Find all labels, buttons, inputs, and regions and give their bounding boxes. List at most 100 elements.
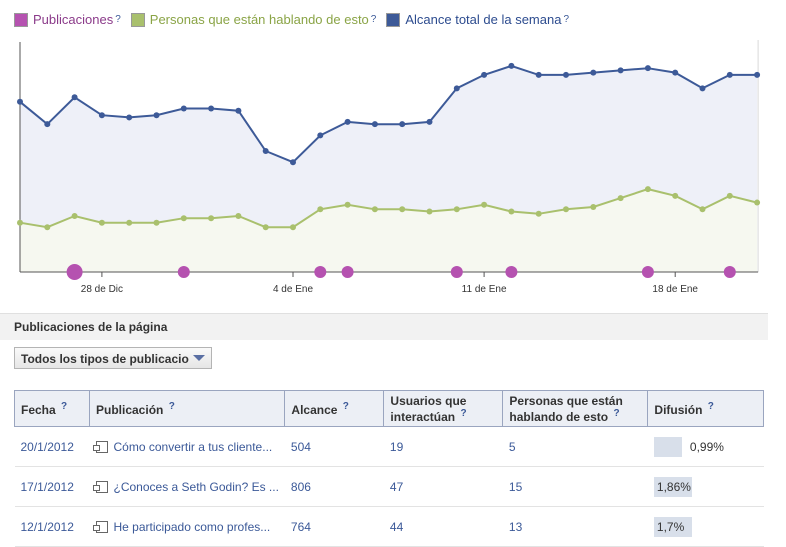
x-tick-label: 28 de Dic [81,284,123,295]
help-icon[interactable]: ? [707,400,714,412]
col-header-virality[interactable]: Difusión ? [647,390,764,427]
reach-point [98,112,105,119]
talking-point [754,199,761,206]
row-engaged[interactable]: 44 [383,506,503,547]
post-marker [314,266,327,278]
post-link[interactable]: ¿Conoces a Seth Godin? Es ... [113,479,279,494]
reach-point [262,148,269,155]
talking-point [262,224,269,231]
talking-point [17,219,23,226]
col-header-label: Alcance [291,402,338,417]
legend-item-posts[interactable]: Publicaciones ? [14,12,121,27]
reach-point [481,71,488,78]
col-header-engaged[interactable]: Usuarios que interactúan ? [383,390,504,427]
talking-point [481,201,488,208]
row-post[interactable]: He participado como profes... [89,506,285,547]
talking-point [563,206,569,213]
reach-point [644,65,651,72]
help-icon[interactable]: ? [168,400,175,412]
help-icon[interactable]: ? [460,407,467,419]
talking-point [644,186,651,193]
talking-line [19,188,758,229]
talking-point [426,208,433,215]
col-header-date[interactable]: Fecha ? [14,390,90,427]
row-reach: 806 [284,466,384,507]
table-header-row: Fecha ? Publicación ? Alcance ? Usuarios… [14,390,764,427]
col-header-talking[interactable]: Personas que están hablando de esto ? [502,390,649,427]
section-header: Publicaciones de la página [0,313,768,340]
post-link[interactable]: He participado como profes... [113,519,271,534]
reach-point [508,62,515,69]
reach-point [71,94,78,101]
x-tick-label: 18 de Ene [652,284,698,295]
talking-point [290,224,296,231]
row-post[interactable]: Cómo convertir a tus cliente... [89,426,285,467]
post-link[interactable]: Cómo convertir a tus cliente... [113,439,273,454]
row-virality: 1,7% [647,506,764,547]
help-icon[interactable]: ? [370,14,377,25]
post-marker [450,266,463,278]
talking-point [153,219,160,226]
legend-label-talking: Personas que están hablando de esto [149,12,369,27]
row-talking[interactable]: 5 [502,426,648,467]
help-icon[interactable]: ? [342,400,349,412]
reach-point [453,85,460,92]
reach-point [754,71,761,78]
legend-label-posts: Publicaciones [33,12,114,27]
reach-point [17,98,23,105]
legend-item-reach[interactable]: Alcance total de la semana ? [386,12,569,27]
chart-legend: Publicaciones ? Personas que están habla… [14,12,579,27]
talking-point [235,213,242,219]
help-icon[interactable]: ? [613,407,620,419]
legend-label-reach: Alcance total de la semana [405,12,562,27]
talking-area [20,189,758,272]
talking-point [317,206,324,213]
help-icon[interactable]: ? [61,400,68,412]
talking-point [126,219,133,226]
col-header-post[interactable]: Publicación ? [88,390,286,427]
reach-line [19,64,758,164]
post-icon [92,441,108,454]
reach-point [44,121,51,128]
legend-item-talking[interactable]: Personas que están hablando de esto ? [130,12,377,27]
post-marker [505,266,518,278]
virality-value: 0,99% [689,439,724,454]
talking-point [726,192,733,199]
chevron-down-icon [193,355,205,361]
row-date: 17/1/2012 [14,466,90,507]
row-engaged[interactable]: 19 [383,426,503,467]
col-header-label: Personas que están [509,393,623,408]
talking-point [71,213,78,219]
post-marker [641,266,654,278]
section-title: Publicaciones de la página [14,320,168,334]
talking-point [508,208,515,215]
post-icon [92,481,108,494]
reach-point [399,121,406,128]
talking-point [44,224,51,231]
legend-swatch-talking [130,12,145,27]
talking-point [699,206,706,213]
post-icon [92,521,108,534]
help-icon[interactable]: ? [563,14,570,25]
row-talking[interactable]: 15 [502,466,648,507]
post-type-filter-dropdown[interactable]: Todos los tipos de publicacio [14,347,212,369]
help-icon[interactable]: ? [115,14,121,25]
talking-point [371,206,378,213]
talking-point [453,206,460,213]
reach-point [153,112,160,119]
table-row: 12/1/2012 He participado como profes... … [14,506,764,547]
col-header-label: hablando de esto [509,409,609,424]
row-reach: 504 [284,426,384,467]
talking-point [208,215,215,222]
legend-swatch-posts [14,12,28,27]
row-talking[interactable]: 13 [502,506,648,547]
legend-swatch-reach [386,12,401,27]
reach-point [563,71,569,78]
reach-point [317,132,324,139]
row-engaged[interactable]: 47 [383,466,503,507]
row-post[interactable]: ¿Conoces a Seth Godin? Es ... [89,466,285,507]
talking-point [180,215,187,222]
col-header-reach[interactable]: Alcance ? [284,390,385,427]
table-row: 20/1/2012 Cómo convertir a tus cliente..… [14,426,764,467]
col-header-label: interactúan [390,409,456,424]
